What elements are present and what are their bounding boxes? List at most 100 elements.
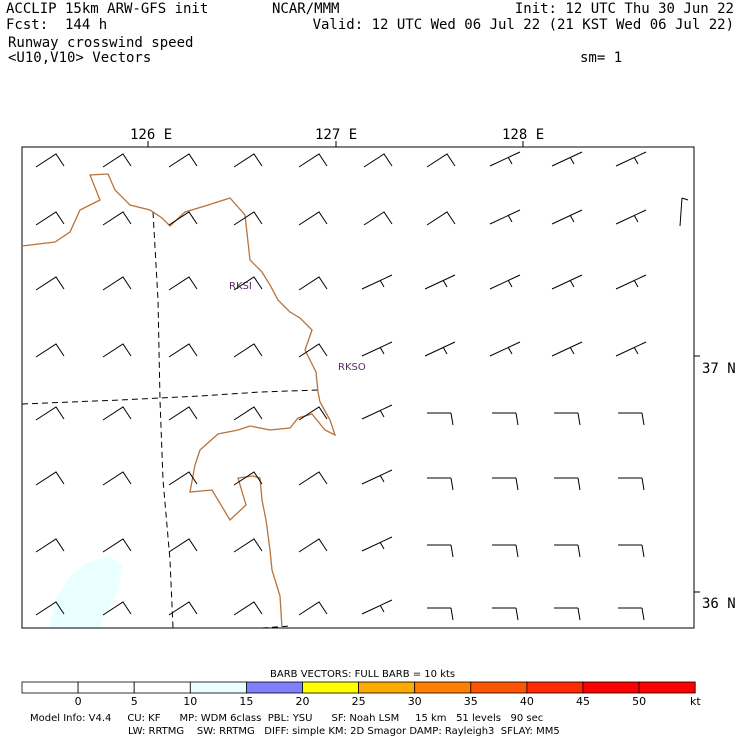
- wind-barb: [426, 153, 456, 168]
- wind-barb: [298, 601, 328, 616]
- colorbar-tick-label: 35: [464, 695, 478, 708]
- center-label: NCAR/MMM: [272, 1, 340, 17]
- wind-barb: [168, 343, 198, 358]
- wind-barb: [615, 274, 647, 290]
- wind-barb: [233, 601, 263, 616]
- wind-barb: [679, 197, 689, 227]
- colorbar-swatch: [245, 681, 303, 694]
- wind-barb: [298, 276, 328, 291]
- wind-barb: [554, 607, 581, 621]
- wind-barb: [102, 471, 132, 486]
- wind-barb: [489, 209, 521, 225]
- colorbar-swatch: [77, 681, 135, 694]
- wind-barb: [168, 471, 198, 486]
- wind-barb: [233, 471, 263, 486]
- wind-barb: [361, 341, 393, 357]
- wind-barb: [298, 343, 328, 358]
- colorbar-swatch: [21, 681, 79, 694]
- vector-title: <U10,V10> Vectors: [8, 50, 152, 66]
- wind-barb: [427, 412, 454, 426]
- wind-barb: [618, 607, 645, 621]
- wind-barb: [363, 211, 393, 226]
- right-ticks: [694, 355, 700, 593]
- lat-label-37: 37 N: [702, 361, 736, 377]
- wind-barb: [102, 211, 132, 226]
- wind-barb: [168, 406, 198, 421]
- wind-barb: [618, 477, 645, 491]
- colorbar-swatch: [189, 681, 247, 694]
- wind-barb: [298, 406, 328, 421]
- wind-barb: [492, 477, 519, 491]
- colorbar-swatch: [582, 681, 640, 694]
- colorbar-swatch: [358, 681, 416, 694]
- wind-barb: [551, 209, 583, 225]
- wind-barb: [298, 153, 328, 168]
- colorbar-swatch: [638, 681, 696, 694]
- colorbar-tick-label: 45: [576, 695, 590, 708]
- wind-barb: [361, 536, 393, 552]
- colorbar-title: BARB VECTORS: FULL BARB = 10 kts: [270, 669, 455, 680]
- wind-barb: [492, 412, 519, 426]
- wind-barb: [424, 341, 456, 357]
- wind-barb: [427, 477, 454, 491]
- wind-barb: [35, 343, 65, 358]
- model-info-line1: Model Info: V4.4 CU: KF MP: WDM 6class P…: [30, 713, 543, 724]
- wind-barb: [233, 343, 263, 358]
- wind-barb: [298, 538, 328, 553]
- wind-barb: [102, 153, 132, 168]
- colorbar-swatch: [302, 681, 359, 694]
- wind-barb: [489, 151, 521, 167]
- wind-barb: [489, 341, 521, 357]
- wind-barbs: [35, 151, 689, 621]
- init-time: Init: 12 UTC Thu 30 Jun 22: [514, 1, 734, 17]
- colorbar-tick-label: 10: [183, 695, 197, 708]
- wind-barb: [102, 406, 132, 421]
- wind-barb: [298, 471, 328, 486]
- colorbar-swatch: [414, 681, 472, 694]
- forecast-hour: Fcst: 144 h: [6, 17, 108, 33]
- low-speed-shading: [50, 556, 122, 628]
- colorbar-tick-label: 25: [352, 695, 366, 708]
- colorbar-tick-label: 30: [408, 695, 422, 708]
- province-borders: [21, 211, 319, 629]
- wind-barb: [361, 404, 393, 420]
- wind-barb: [102, 601, 132, 616]
- wind-barb: [554, 477, 581, 491]
- wind-barb: [618, 544, 645, 558]
- lon-label-128: 128 E: [502, 127, 544, 143]
- wind-barb: [298, 211, 328, 226]
- wind-barb: [233, 406, 263, 421]
- map-frame: [21, 146, 695, 629]
- wind-barb: [102, 343, 132, 358]
- wind-barb: [168, 211, 198, 226]
- wind-barb: [551, 341, 583, 357]
- wind-barb: [554, 544, 581, 558]
- wind-barb: [427, 544, 454, 558]
- wind-barb: [551, 151, 583, 167]
- wind-barb: [233, 211, 263, 226]
- wind-barb: [35, 471, 65, 486]
- wind-barb: [426, 211, 456, 226]
- wind-barb: [615, 341, 647, 357]
- wind-barb: [424, 274, 456, 290]
- wind-barb: [35, 406, 65, 421]
- wind-barb: [615, 151, 647, 167]
- colorbar-tick-label: 15: [239, 695, 253, 708]
- wind-barb: [102, 538, 132, 553]
- wind-barb: [492, 544, 519, 558]
- wind-barb: [361, 274, 393, 290]
- wind-barb: [551, 274, 583, 290]
- wind-barb: [35, 211, 65, 226]
- wind-barb: [489, 274, 521, 290]
- lon-label-127: 127 E: [315, 127, 357, 143]
- smoothing-label: sm= 1: [580, 50, 623, 66]
- station-rkso: RKSO: [338, 362, 366, 373]
- product-title: ACCLIP 15km ARW-GFS init: [6, 1, 209, 17]
- lon-label-126: 126 E: [130, 127, 172, 143]
- wind-barb: [168, 276, 198, 291]
- wind-barb: [363, 153, 393, 168]
- model-info-line2: LW: RRTMG SW: RRTMG DIFF: simple KM: 2D …: [128, 726, 560, 737]
- wind-barb: [427, 607, 454, 621]
- wind-barb: [35, 601, 65, 616]
